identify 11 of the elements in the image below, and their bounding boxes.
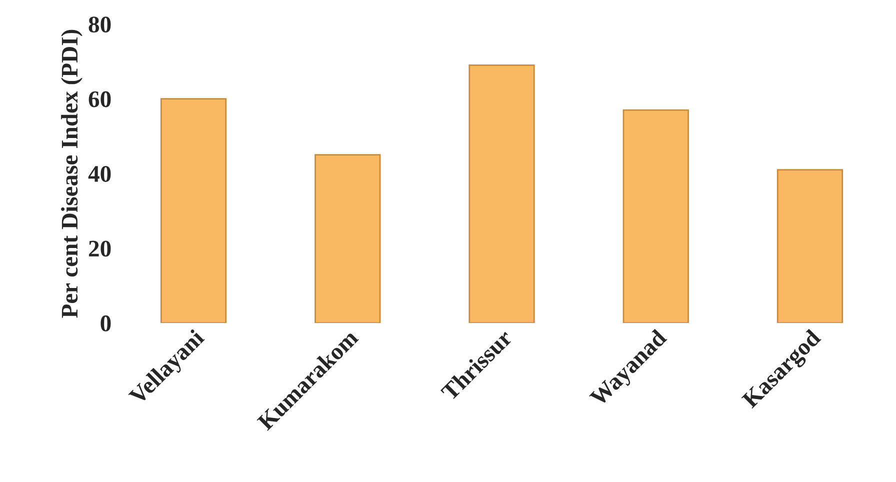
bar xyxy=(776,169,844,323)
bar xyxy=(314,154,381,323)
bar xyxy=(468,64,535,323)
bar xyxy=(160,98,227,323)
y-tick-label: 20 xyxy=(89,240,111,257)
y-tick-label: 0 xyxy=(100,315,111,332)
y-tick-label: 80 xyxy=(88,16,111,33)
y-axis-title: Per cent Disease Index (PDI) xyxy=(61,30,82,318)
y-tick-label: 40 xyxy=(88,166,111,182)
bar xyxy=(622,109,689,323)
y-tick-label: 60 xyxy=(88,91,111,108)
